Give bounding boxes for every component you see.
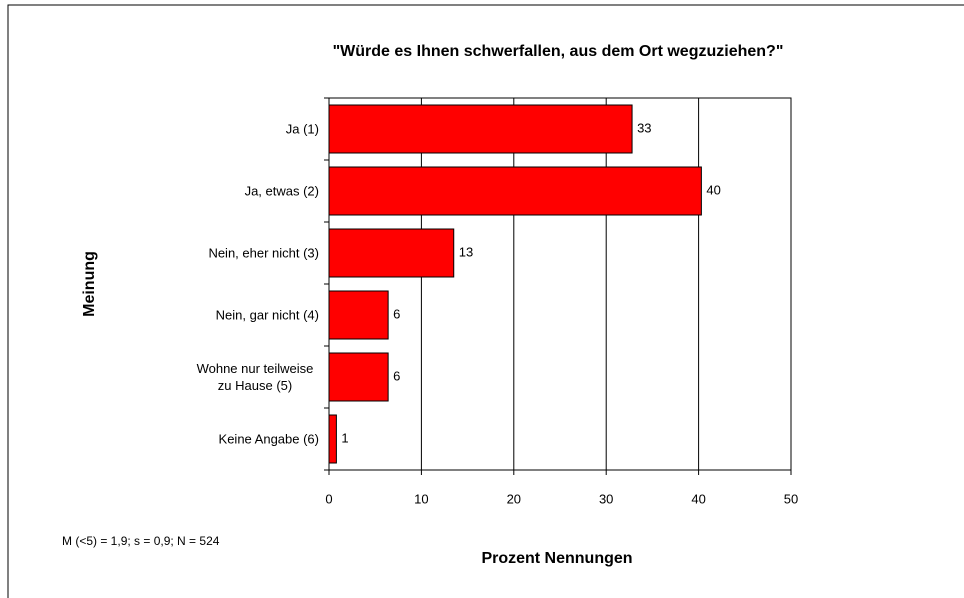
chart-title: "Würde es Ihnen schwerfallen, aus dem Or… [333, 43, 784, 60]
y-tick-label: Ja, etwas (2) [244, 183, 319, 199]
frame [7, 4, 964, 598]
value-label: 13 [459, 244, 473, 259]
x-tick-label: 10 [414, 491, 428, 506]
x-tick-label: 50 [784, 491, 798, 506]
x-tick-label: 30 [599, 491, 613, 506]
bar [328, 352, 389, 402]
bar [328, 414, 337, 464]
y-tick-label: Keine Angabe (6) [218, 431, 319, 447]
x-tick-label: 0 [325, 491, 332, 506]
bar [328, 290, 389, 340]
y-tick-label: Wohne nur teilweise zu Hause (5) [196, 361, 314, 393]
x-axis-title: Prozent Nennungen [481, 550, 632, 567]
x-tick-label: 20 [507, 491, 521, 506]
y-axis-title: Meinung [81, 251, 98, 317]
bar [328, 228, 455, 278]
y-tick-label: Nein, eher nicht (3) [208, 245, 319, 261]
bar [328, 166, 702, 216]
note: M (<5) = 1,9; s = 0,9; N = 524 [62, 534, 220, 548]
value-label: 6 [393, 306, 400, 321]
x-tick-label: 40 [691, 491, 705, 506]
bar [328, 104, 633, 154]
plot-border [328, 97, 792, 471]
y-tick-label: Nein, gar nicht (4) [215, 307, 319, 323]
value-label: 6 [393, 368, 400, 383]
y-tick-label: Ja (1) [285, 121, 319, 137]
value-label: 40 [706, 182, 720, 197]
value-label: 1 [341, 430, 348, 445]
value-label: 33 [637, 120, 651, 135]
